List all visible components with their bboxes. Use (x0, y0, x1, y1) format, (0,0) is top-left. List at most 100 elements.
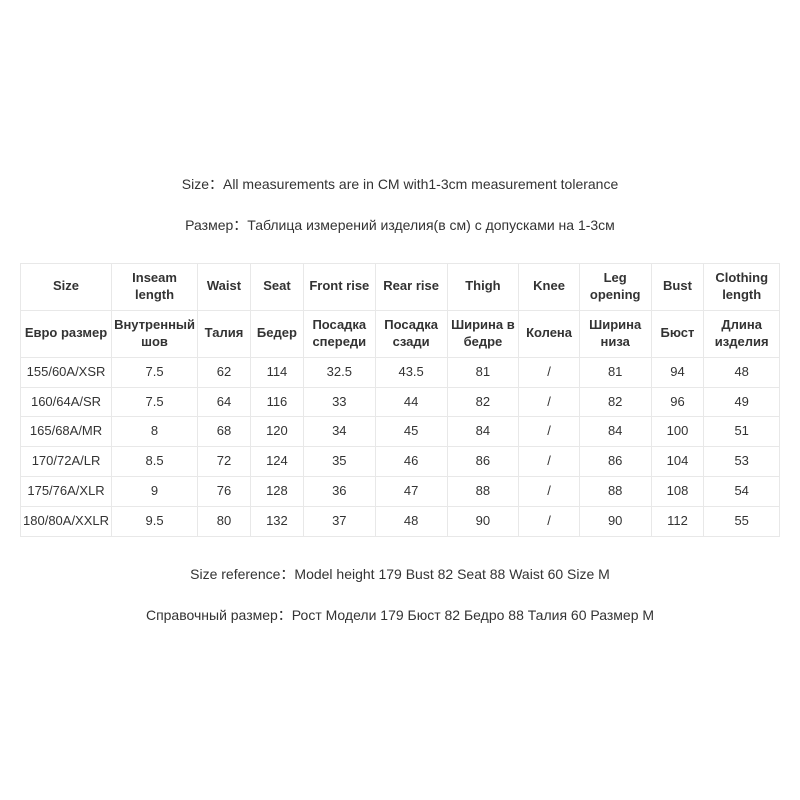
cell-rearrise: 44 (375, 387, 447, 417)
cell-rearrise: 45 (375, 417, 447, 447)
cell-frontrise: 32.5 (303, 357, 375, 387)
cell-thigh: 84 (447, 417, 519, 447)
cell-waist: 64 (198, 387, 251, 417)
cell-bust: 100 (651, 417, 704, 447)
cell-seat: 124 (250, 447, 303, 477)
header-seat-ru: Бедер (250, 310, 303, 357)
cell-waist: 80 (198, 507, 251, 537)
cell-inseam: 8 (112, 417, 198, 447)
cell-clothinglength: 51 (704, 417, 780, 447)
cell-rearrise: 43.5 (375, 357, 447, 387)
table-body: 155/60A/XSR 7.5 62 114 32.5 43.5 81 / 81… (21, 357, 780, 536)
header-knee: Knee (519, 264, 580, 311)
cell-seat: 114 (250, 357, 303, 387)
header-frontrise: Front rise (303, 264, 375, 311)
cell-bust: 96 (651, 387, 704, 417)
header-bust-ru: Бюст (651, 310, 704, 357)
cell-rearrise: 46 (375, 447, 447, 477)
header-knee-ru: Колена (519, 310, 580, 357)
size-reference-en: Size reference：Model height 179 Bust 82 … (190, 564, 610, 585)
cell-thigh: 90 (447, 507, 519, 537)
cell-knee: / (519, 387, 580, 417)
cell-inseam: 9 (112, 477, 198, 507)
cell-bust: 94 (651, 357, 704, 387)
cell-clothinglength: 55 (704, 507, 780, 537)
cell-size: 170/72A/LR (21, 447, 112, 477)
size-note-en: Size：All measurements are in CM with1-3c… (182, 174, 619, 195)
table-row: 180/80A/XXLR 9.5 80 132 37 48 90 / 90 11… (21, 507, 780, 537)
cell-seat: 116 (250, 387, 303, 417)
cell-waist: 62 (198, 357, 251, 387)
header-inseam-ru: Внутренный шов (112, 310, 198, 357)
header-rearrise: Rear rise (375, 264, 447, 311)
cell-size: 155/60A/XSR (21, 357, 112, 387)
header-thigh: Thigh (447, 264, 519, 311)
cell-clothinglength: 53 (704, 447, 780, 477)
cell-legopening: 88 (579, 477, 651, 507)
size-table-container: Size Inseam length Waist Seat Front rise… (20, 263, 780, 537)
cell-legopening: 81 (579, 357, 651, 387)
header-seat: Seat (250, 264, 303, 311)
table-header-en: Size Inseam length Waist Seat Front rise… (21, 264, 780, 311)
header-legopening: Leg opening (579, 264, 651, 311)
header-bust: Bust (651, 264, 704, 311)
table-row: 155/60A/XSR 7.5 62 114 32.5 43.5 81 / 81… (21, 357, 780, 387)
cell-legopening: 90 (579, 507, 651, 537)
size-reference-ru: Справочный размер：Рост Модели 179 Бюст 8… (146, 605, 654, 626)
header-clothinglength: Clothing length (704, 264, 780, 311)
table-row: 160/64A/SR 7.5 64 116 33 44 82 / 82 96 4… (21, 387, 780, 417)
header-inseam: Inseam length (112, 264, 198, 311)
cell-seat: 120 (250, 417, 303, 447)
cell-bust: 112 (651, 507, 704, 537)
cell-inseam: 9.5 (112, 507, 198, 537)
cell-rearrise: 48 (375, 507, 447, 537)
cell-inseam: 7.5 (112, 387, 198, 417)
cell-thigh: 86 (447, 447, 519, 477)
header-thigh-ru: Ширина в бедре (447, 310, 519, 357)
cell-legopening: 82 (579, 387, 651, 417)
header-legopening-ru: Ширина низа (579, 310, 651, 357)
cell-knee: / (519, 417, 580, 447)
cell-frontrise: 35 (303, 447, 375, 477)
cell-knee: / (519, 477, 580, 507)
cell-frontrise: 33 (303, 387, 375, 417)
cell-size: 175/76A/XLR (21, 477, 112, 507)
cell-size: 180/80A/XXLR (21, 507, 112, 537)
cell-size: 165/68A/MR (21, 417, 112, 447)
header-rearrise-ru: Посадка сзади (375, 310, 447, 357)
table-row: 170/72A/LR 8.5 72 124 35 46 86 / 86 104 … (21, 447, 780, 477)
table-header-ru: Евро размер Внутренный шов Талия Бедер П… (21, 310, 780, 357)
cell-bust: 104 (651, 447, 704, 477)
table-row: 175/76A/XLR 9 76 128 36 47 88 / 88 108 5… (21, 477, 780, 507)
cell-inseam: 8.5 (112, 447, 198, 477)
cell-legopening: 84 (579, 417, 651, 447)
cell-thigh: 81 (447, 357, 519, 387)
cell-inseam: 7.5 (112, 357, 198, 387)
header-waist: Waist (198, 264, 251, 311)
cell-seat: 128 (250, 477, 303, 507)
cell-frontrise: 34 (303, 417, 375, 447)
cell-frontrise: 36 (303, 477, 375, 507)
cell-bust: 108 (651, 477, 704, 507)
cell-size: 160/64A/SR (21, 387, 112, 417)
header-size-ru: Евро размер (21, 310, 112, 357)
cell-knee: / (519, 507, 580, 537)
cell-rearrise: 47 (375, 477, 447, 507)
cell-frontrise: 37 (303, 507, 375, 537)
size-table: Size Inseam length Waist Seat Front rise… (20, 263, 780, 537)
cell-knee: / (519, 357, 580, 387)
cell-knee: / (519, 447, 580, 477)
cell-waist: 76 (198, 477, 251, 507)
header-waist-ru: Талия (198, 310, 251, 357)
cell-seat: 132 (250, 507, 303, 537)
cell-legopening: 86 (579, 447, 651, 477)
size-note-ru: Размер：Таблица измерений изделия(в см) с… (185, 215, 615, 236)
cell-thigh: 88 (447, 477, 519, 507)
header-clothinglength-ru: Длина изделия (704, 310, 780, 357)
cell-thigh: 82 (447, 387, 519, 417)
cell-waist: 68 (198, 417, 251, 447)
header-frontrise-ru: Посадка спереди (303, 310, 375, 357)
cell-clothinglength: 49 (704, 387, 780, 417)
cell-clothinglength: 54 (704, 477, 780, 507)
header-size: Size (21, 264, 112, 311)
